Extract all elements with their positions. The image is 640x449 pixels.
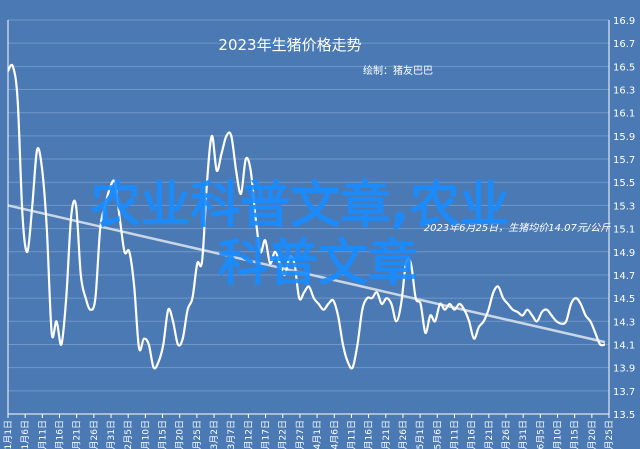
x-tick-label: 6月20日 — [587, 420, 598, 449]
trendline-line — [7, 204, 606, 344]
x-tick-label: 5月16日 — [467, 420, 478, 449]
y-tick-label: 16.7 — [613, 39, 635, 50]
x-tick-label: 2月10日 — [140, 420, 151, 449]
x-tick-label: 2月25日 — [192, 420, 203, 449]
chart-subtitle: 绘制：猪友巴巴 — [363, 64, 433, 77]
x-tick-label: 1月11日 — [37, 420, 48, 449]
x-tick-label: 5月21日 — [484, 420, 495, 449]
x-tick-label: 1月1日 — [3, 420, 14, 449]
y-tick-label: 15.7 — [613, 155, 635, 166]
x-tick-label: 4月16日 — [364, 420, 375, 449]
trendline — [7, 204, 606, 344]
x-tick-label: 1月26日 — [89, 420, 100, 449]
x-tick-label: 3月27日 — [295, 420, 306, 449]
watermark-line-2: 科普文章 — [218, 234, 418, 292]
y-tick-label: 13.7 — [613, 387, 635, 398]
x-tick-label: 2月5日 — [123, 420, 134, 449]
x-tick-label: 4月26日 — [398, 420, 409, 449]
x-tick-label: 3月2日 — [209, 420, 220, 449]
x-tick-label: 4月21日 — [381, 420, 392, 449]
x-tick-label: 1月16日 — [55, 420, 66, 449]
chart-title: 2023年生猪价格走势 — [218, 36, 361, 54]
chart-annotation: 2023年6月25日，生猪均价14.07元/公斤 — [424, 222, 612, 234]
x-tick-label: 5月31日 — [518, 420, 529, 449]
series-line-path — [7, 63, 606, 370]
x-tick-label: 3月22日 — [278, 420, 289, 449]
y-tick-label: 14.7 — [613, 271, 635, 282]
y-tick-label: 14.5 — [613, 294, 635, 305]
x-tick-label: 6月15日 — [570, 420, 581, 449]
x-tick-label: 5月1日 — [415, 420, 426, 449]
y-tick-label: 16.1 — [613, 109, 635, 120]
axes: 16.9 16.7 16.5 16.3 16.1 15.9 15.7 15.5 15.3 15.1… — [3, 16, 635, 449]
grid — [8, 19, 609, 415]
x-tick-label: 1月6日 — [20, 420, 31, 449]
y-tick-label: 15.3 — [613, 201, 635, 212]
x-tick-label: 4月11日 — [346, 420, 357, 449]
x-tick-label: 6月25日 — [604, 420, 615, 449]
y-tick-label: 13.5 — [613, 410, 635, 421]
x-tick-label: 1月21日 — [72, 420, 83, 449]
series-line — [7, 63, 606, 370]
watermark-line-1: 农业科普文章,农业 — [91, 176, 510, 234]
y-tick-label: 16.5 — [613, 62, 635, 73]
x-tick-label: 3月17日 — [261, 420, 272, 449]
x-tick-label: 6月10日 — [552, 420, 563, 449]
y-tick-label: 13.9 — [613, 364, 635, 375]
y-tick-label: 14.1 — [613, 340, 635, 351]
y-tick-label: 14.3 — [613, 317, 635, 328]
x-tick-label: 5月11日 — [449, 420, 460, 449]
x-tick-label: 6月5日 — [535, 420, 546, 449]
x-tick-label: 5月6日 — [432, 420, 443, 449]
x-tick-label: 2月20日 — [175, 420, 186, 449]
x-tick-label: 4月6日 — [329, 420, 340, 449]
y-tick-label: 15.1 — [613, 225, 635, 236]
y-tick-label: 15.5 — [613, 178, 635, 189]
x-tick-label: 3月12日 — [243, 420, 254, 449]
x-tick-label: 2月15日 — [158, 420, 169, 449]
x-tick-label: 5月26日 — [501, 420, 512, 449]
x-tick-label: 1月31日 — [106, 420, 117, 449]
y-tick-label: 16.9 — [613, 16, 635, 27]
x-tick-label: 4月1日 — [312, 420, 323, 449]
y-tick-label: 14.9 — [613, 248, 635, 259]
y-tick-label: 16.3 — [613, 86, 635, 97]
x-tick-label: 3月7日 — [226, 420, 237, 449]
y-tick-label: 15.9 — [613, 132, 635, 143]
